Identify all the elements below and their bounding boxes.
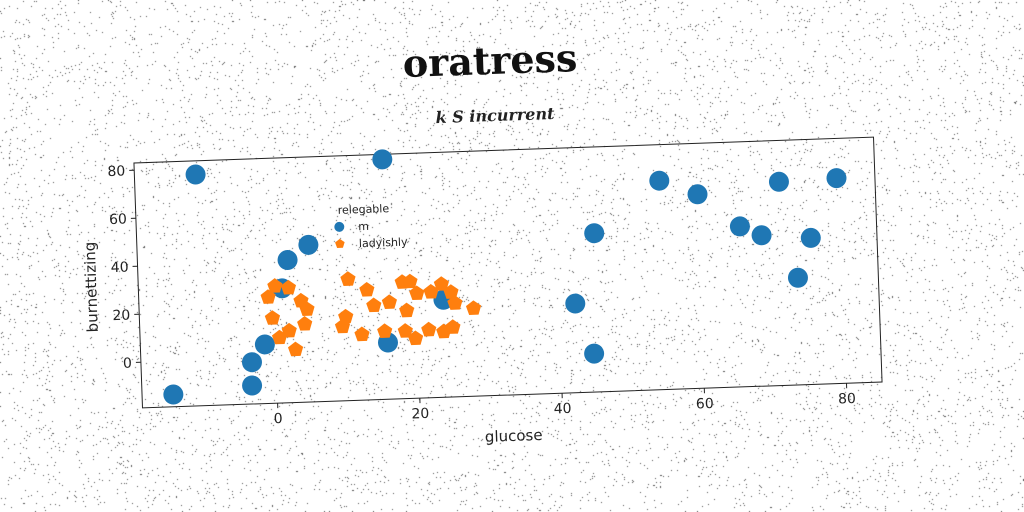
legend-marker-ladyishly [335,238,345,248]
data-point-ladyishly [297,316,313,331]
data-point-m [649,170,670,191]
data-point-ladyishly [287,341,304,357]
x-tick-label: 40 [553,401,571,418]
data-point-ladyishly [280,279,297,295]
data-point-ladyishly [299,301,315,316]
data-point-ladyishly [260,289,276,304]
data-point-ladyishly [334,318,351,334]
data-point-ladyishly [399,302,415,318]
y-tick-label: 60 [109,212,127,229]
x-tick-label: 60 [696,396,714,413]
data-point-m [584,343,605,364]
y-axis: 0 20 40 60 80 [107,164,141,372]
data-point-m [185,164,206,185]
data-point-ladyishly [443,284,459,299]
data-point-m [254,334,275,355]
data-point-m [372,149,393,170]
data-point-ladyishly [433,276,449,291]
data-point-m [241,352,262,373]
y-axis-label: burnettizing [81,241,102,332]
data-point-ladyishly [447,295,463,310]
x-axis: 0 20 40 60 80 [273,383,856,427]
data-point-m [277,250,298,271]
data-point-m [751,225,772,246]
data-point-m [584,223,605,244]
data-point-m [800,227,821,248]
data-point-ladyishly [381,294,397,310]
data-point-ladyishly [354,326,370,342]
legend-marker-m [334,221,345,232]
data-point-m [687,184,708,205]
y-tick-label: 0 [123,356,132,372]
legend-label-ladyishly: ladyishly [359,235,409,250]
data-point-ladyishly [445,319,461,334]
plot-frame [133,136,883,409]
data-point-ladyishly [409,285,425,301]
data-point-ladyishly [366,297,382,313]
data-point-ladyishly [267,278,283,293]
data-point-ladyishly [421,321,437,337]
data-point-m [242,375,263,396]
data-point-m [565,293,586,314]
data-point-m [163,384,184,405]
legend-label-m: m [358,220,369,233]
data-point-m [768,171,789,192]
x-axis-label: glucose [485,426,543,446]
legend-title: relegable [338,202,390,217]
data-point-ladyishly [377,323,393,338]
data-point-ladyishly [264,310,281,325]
data-point-ladyishly [465,300,482,315]
data-point-ladyishly [402,273,418,289]
data-point-ladyishly [359,281,375,297]
y-tick-label: 20 [112,308,130,325]
data-point-ladyishly [397,323,413,338]
y-tick-label: 80 [107,164,125,181]
data-point-ladyishly [407,330,424,346]
data-point-ladyishly [340,271,356,286]
legend: relegable m ladyishly [334,202,409,250]
x-tick-label: 20 [411,406,429,423]
data-point-m [298,234,319,255]
data-point-m [787,267,808,288]
data-points [163,149,847,405]
data-point-ladyishly [281,322,297,338]
data-point-ladyishly [423,284,439,299]
x-tick-label: 80 [838,391,856,408]
x-tick-label: 0 [273,411,282,427]
data-point-m [826,168,847,189]
y-tick-label: 40 [110,260,128,277]
data-point-m [729,216,750,237]
